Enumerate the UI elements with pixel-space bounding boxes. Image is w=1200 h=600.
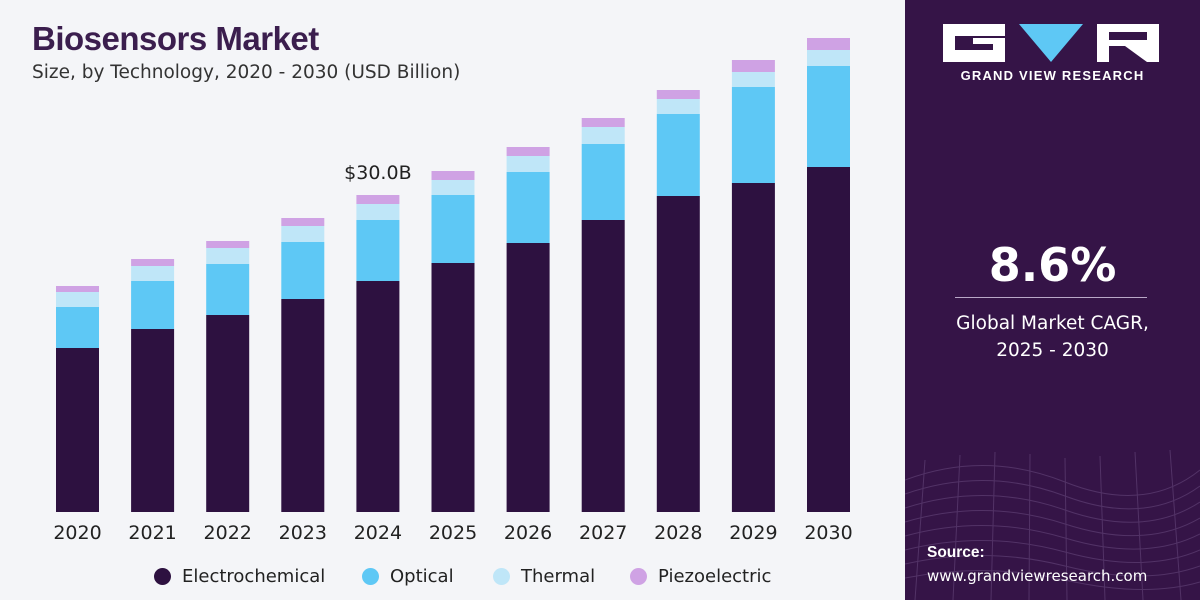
cagr-label-line1: Global Market CAGR, bbox=[956, 313, 1149, 334]
chart-legend: Electrochemical Optical Thermal Piezoelectr… bbox=[0, 560, 905, 592]
value-callout-2024: $30.0B bbox=[344, 162, 411, 184]
bar-2029-piezoelectric bbox=[731, 60, 775, 72]
bar-2028-electrochemical bbox=[656, 196, 700, 512]
bar-2030-electrochemical bbox=[807, 167, 850, 512]
legend-label-thermal: Thermal bbox=[521, 565, 596, 587]
cagr-label: Global Market CAGR, 2025 - 2030 bbox=[905, 310, 1200, 364]
callouts: $30.0B bbox=[344, 162, 411, 184]
bar-2025-thermal bbox=[431, 180, 475, 195]
bar-2026-electrochemical bbox=[506, 243, 550, 512]
legend-label-piezoelectric: Piezoelectric bbox=[658, 565, 772, 587]
bar-2023-optical bbox=[281, 242, 325, 299]
bar-2027-piezoelectric bbox=[581, 118, 625, 127]
bar-2026-optical bbox=[506, 172, 550, 243]
x-tick-2021: 2021 bbox=[128, 522, 176, 544]
source-link[interactable]: www.grandviewresearch.com bbox=[927, 567, 1148, 585]
bar-2024-thermal bbox=[356, 204, 400, 220]
legend-item-thermal: Thermal bbox=[493, 560, 595, 592]
x-tick-2027: 2027 bbox=[579, 522, 627, 544]
x-tick-2026: 2026 bbox=[504, 522, 552, 544]
chart-title: Biosensors Market bbox=[32, 20, 319, 57]
legend-item-electrochemical: Electrochemical bbox=[154, 560, 325, 592]
bar-2029-electrochemical bbox=[731, 183, 775, 512]
bar-2022-electrochemical bbox=[206, 315, 250, 512]
x-tick-2022: 2022 bbox=[204, 522, 252, 544]
x-axis-ticks: 2020 2021 2022 2023 2024 2025 2026 2027 2028 2029… bbox=[53, 522, 852, 544]
bar-2029-optical bbox=[731, 87, 775, 183]
bar-2024-electrochemical bbox=[356, 281, 400, 512]
cagr-label-line2: 2025 - 2030 bbox=[996, 340, 1109, 361]
x-tick-2029: 2029 bbox=[729, 522, 777, 544]
brand-name: GRAND VIEW RESEARCH bbox=[960, 68, 1145, 83]
bar-2025-piezoelectric bbox=[431, 171, 475, 180]
bar-2028-thermal bbox=[656, 99, 700, 114]
bar-2024-optical bbox=[356, 220, 400, 281]
bar-2023-electrochemical bbox=[281, 299, 325, 512]
x-tick-2020: 2020 bbox=[53, 522, 101, 544]
bar-2021-piezoelectric bbox=[131, 259, 175, 266]
bar-2022-optical bbox=[206, 264, 250, 315]
bar-2024-piezoelectric bbox=[356, 195, 400, 204]
bar-2027-optical bbox=[581, 144, 625, 220]
bar-2026-piezoelectric bbox=[506, 147, 550, 156]
legend-swatch-piezoelectric bbox=[630, 567, 647, 585]
bar-2030-piezoelectric bbox=[807, 38, 850, 50]
x-tick-2023: 2023 bbox=[279, 522, 327, 544]
bar-2020-electrochemical bbox=[56, 348, 99, 512]
x-tick-2030: 2030 bbox=[804, 522, 852, 544]
cagr-value: 8.6% bbox=[988, 238, 1117, 292]
x-tick-2028: 2028 bbox=[654, 522, 702, 544]
gvr-logo-icon bbox=[943, 24, 1159, 62]
stacked-bar-chart: 2020 2021 2022 2023 2024 2025 2026 2027 2028 2029… bbox=[53, 38, 853, 544]
bar-2025-optical bbox=[431, 195, 475, 263]
bar-2025-electrochemical bbox=[431, 263, 475, 512]
source-label: Source: bbox=[927, 544, 985, 561]
legend-item-optical: Optical bbox=[362, 560, 454, 592]
bar-2028-optical bbox=[656, 114, 700, 196]
bar-group bbox=[56, 38, 850, 512]
bar-2021-optical bbox=[131, 281, 175, 329]
bar-2026-thermal bbox=[506, 156, 550, 172]
legend-label-electrochemical: Electrochemical bbox=[182, 565, 326, 587]
wave-grid-decoration bbox=[905, 449, 1200, 600]
bar-2023-thermal bbox=[281, 226, 325, 242]
legend-swatch-electrochemical bbox=[154, 567, 171, 585]
bar-2020-thermal bbox=[56, 292, 99, 307]
bar-2020-optical bbox=[56, 307, 99, 348]
bar-2027-electrochemical bbox=[581, 220, 625, 512]
bar-2029-thermal bbox=[731, 72, 775, 87]
bar-2020-piezoelectric bbox=[56, 286, 99, 292]
bar-2028-piezoelectric bbox=[656, 90, 700, 99]
legend-swatch-optical bbox=[362, 567, 379, 585]
bar-2030-thermal bbox=[807, 50, 850, 66]
bar-2023-piezoelectric bbox=[281, 218, 325, 226]
bar-2027-thermal bbox=[581, 127, 625, 144]
legend-item-piezoelectric: Piezoelectric bbox=[630, 560, 771, 592]
info-sidebar: GRAND VIEW RESEARCH 8.6% Global Market C… bbox=[905, 0, 1200, 600]
x-tick-2025: 2025 bbox=[429, 522, 477, 544]
bar-2022-piezoelectric bbox=[206, 241, 250, 248]
chart-subtitle: Size, by Technology, 2020 - 2030 (USD Bi… bbox=[32, 62, 461, 83]
divider bbox=[955, 297, 1147, 298]
bar-2030-optical bbox=[807, 66, 850, 167]
chart-panel: Biosensors Market Size, by Technology, 2… bbox=[0, 20, 905, 592]
bar-2022-thermal bbox=[206, 248, 250, 264]
legend-swatch-thermal bbox=[493, 567, 510, 585]
legend-label-optical: Optical bbox=[390, 565, 454, 587]
bar-2021-electrochemical bbox=[131, 329, 175, 512]
bar-2021-thermal bbox=[131, 266, 175, 281]
x-tick-2024: 2024 bbox=[354, 522, 402, 544]
